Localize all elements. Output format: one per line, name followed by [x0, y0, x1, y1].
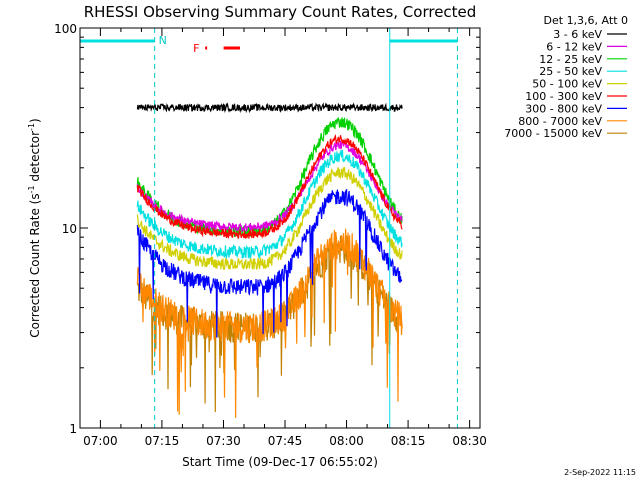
series-trace	[136, 133, 403, 240]
y-tick-label: 10	[62, 222, 77, 236]
flag-label: F	[193, 42, 199, 55]
series-trace	[136, 188, 403, 338]
y-tick-label: 100	[54, 22, 77, 36]
legend-label: 50 - 100 keV	[532, 78, 602, 91]
legend-label: 6 - 12 keV	[546, 40, 602, 53]
x-axis-label: Start Time (09-Dec-17 06:55:02)	[182, 455, 378, 469]
y-axis-label-sup1: -1	[27, 185, 36, 193]
series-trace	[136, 228, 403, 418]
x-tick-label: 07:15	[145, 434, 180, 448]
x-tick-label: 07:45	[268, 434, 303, 448]
legend-label: 800 - 7000 keV	[518, 115, 602, 128]
series-trace	[136, 102, 403, 114]
night-label: N	[159, 34, 167, 47]
y-axis-label-end: )	[28, 118, 42, 123]
legend-label: 12 - 25 keV	[539, 53, 602, 66]
x-axis: 07:00 07:15 07:30 07:45 08:00 08:15 08:30	[83, 28, 487, 448]
series-trace	[136, 235, 403, 413]
legend-label: 7000 - 15000 keV	[504, 127, 602, 140]
x-tick-label: 07:30	[206, 434, 241, 448]
series-trace	[136, 149, 403, 260]
y-axis-label-main: Corrected Count Rate (s	[28, 193, 42, 337]
x-tick-label: 08:15	[391, 434, 426, 448]
legend-label: 300 - 800 keV	[525, 102, 602, 115]
chart-title: RHESSI Observing Summary Count Rates, Co…	[84, 3, 477, 21]
series-trace	[136, 140, 403, 232]
x-tick-label: 08:00	[329, 434, 364, 448]
series-layer	[136, 102, 403, 418]
legend-label: 100 - 300 keV	[525, 90, 602, 103]
y-axis-label-mid: detector	[28, 131, 42, 186]
x-tick-label: 08:30	[452, 434, 487, 448]
y-axis: 1 10 100	[54, 22, 480, 436]
x-tick-label: 07:00	[83, 434, 118, 448]
y-tick-label: 1	[69, 422, 77, 436]
legend-header: Det 1,3,6, Att 0	[544, 14, 628, 27]
series-trace	[136, 166, 403, 271]
legend-label: 3 - 6 keV	[553, 28, 602, 41]
y-axis-label-sup2: -1	[27, 123, 36, 131]
legend-label: 25 - 50 keV	[539, 65, 602, 78]
timestamp: 2-Sep-2022 11:15	[564, 468, 636, 477]
y-axis-label: Corrected Count Rate (s-1 detector-1)	[27, 118, 42, 337]
